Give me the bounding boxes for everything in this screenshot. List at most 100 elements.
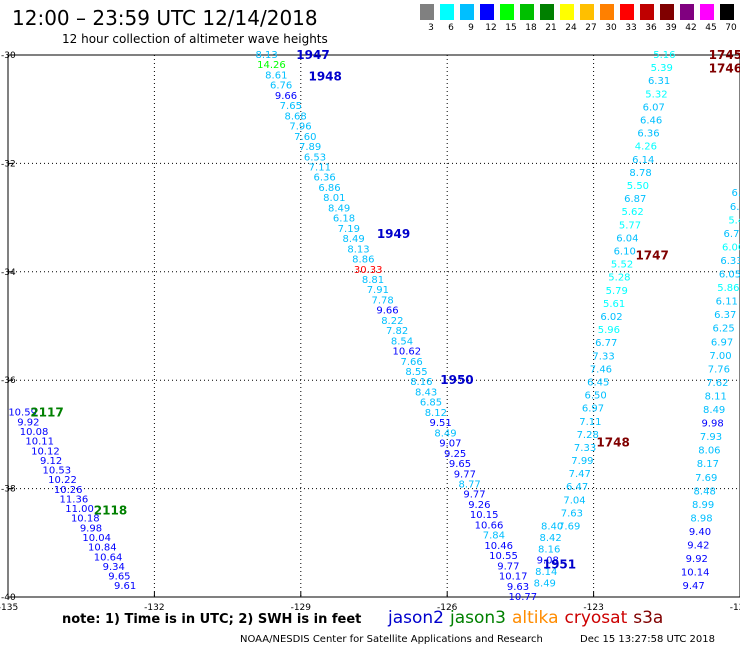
data-point-label: 5.77 <box>619 220 641 231</box>
data-point-label: 7.19 <box>338 224 360 235</box>
color-label: 36 <box>645 23 657 33</box>
color-swatch <box>720 4 734 20</box>
data-point-label: 6.97 <box>582 404 604 415</box>
data-point-label: 8.49 <box>328 203 350 214</box>
data-point-label: 8.77 <box>459 480 481 491</box>
data-point-label: 10.84 <box>88 543 117 554</box>
data-point-label: 8.14 <box>535 567 557 578</box>
data-point-label: 6.37 <box>714 310 736 321</box>
data-point-label: 7.33 <box>592 351 614 362</box>
data-point-label: 11.00 <box>65 504 94 515</box>
data-point-label: 6.31 <box>648 76 670 87</box>
data-point-label: 7.63 <box>561 508 583 519</box>
data-point-label: 9.40 <box>689 527 711 538</box>
data-point-label: 6.53 <box>304 152 326 163</box>
data-point-label: 8.68 <box>285 111 307 122</box>
data-point-label: 6.05 <box>719 270 740 281</box>
data-point-label: 5.16 <box>653 50 675 61</box>
data-point-label: 7.11 <box>309 162 331 173</box>
color-label: 6 <box>448 23 454 33</box>
data-point-label: 8.86 <box>352 255 374 266</box>
data-point-label: 10.15 <box>470 510 499 521</box>
color-label: 21 <box>545 23 557 33</box>
time-label: 1948 <box>308 70 341 84</box>
data-point-label: 7.89 <box>299 142 321 153</box>
data-point-label: 6.76 <box>270 81 292 92</box>
data-point-label: 7.84 <box>483 531 505 542</box>
time-label: 2117 <box>30 406 63 420</box>
data-point-label: 14.26 <box>257 60 286 71</box>
data-point-label: 7.00 <box>709 351 731 362</box>
data-point-label: 6.11 <box>716 297 738 308</box>
data-point-label: 6.86 <box>318 183 340 194</box>
data-point-label: 8.17 <box>697 459 719 470</box>
data-point-label: 8.16 <box>410 377 432 388</box>
data-point-label: 7.82 <box>386 326 408 337</box>
data-point-label: 11.36 <box>60 494 89 505</box>
data-point-label: 7.28 <box>577 430 599 441</box>
data-point-label: 5.61 <box>603 299 625 310</box>
data-point-label: 6.74 <box>724 229 740 240</box>
data-point-label: 6.36 <box>637 129 659 140</box>
data-point-label: 8.16 <box>538 544 560 555</box>
data-point-label: 5.4 <box>728 215 740 226</box>
data-point-label: 7.69 <box>558 522 580 533</box>
data-point-label: 8.11 <box>705 391 727 402</box>
data-point-label: 6.47 <box>566 482 588 493</box>
x-tick-label: -132 <box>144 603 164 613</box>
legend-entry: altika <box>512 608 559 628</box>
color-label: 3 <box>428 23 434 33</box>
data-point-label: 9.47 <box>683 581 705 592</box>
time-label: 1949 <box>377 227 410 241</box>
data-point-label: 10.62 <box>393 347 422 358</box>
data-point-label: 6.00 <box>722 242 740 253</box>
data-point-label: 7.04 <box>563 495 585 506</box>
data-point-label: 30.33 <box>354 265 383 276</box>
data-point-label: 6.77 <box>595 338 617 349</box>
x-tick-label: -120 <box>730 603 740 613</box>
data-point-label: 6.07 <box>643 102 665 113</box>
footnote: note: 1) Time is in UTC; 2) SWH is in fe… <box>62 612 362 627</box>
data-point-label: 10.59 <box>8 408 37 419</box>
data-point-label: 5.32 <box>645 89 667 100</box>
data-point-label: 8.01 <box>323 193 345 204</box>
data-point-label: 8.78 <box>629 168 651 179</box>
data-point-label: 7.66 <box>401 357 423 368</box>
data-point-label: 6.50 <box>585 391 607 402</box>
color-swatch <box>560 4 574 20</box>
data-point-label: 8.22 <box>381 316 403 327</box>
legend-entry: jason2 <box>388 608 444 628</box>
color-swatch <box>660 4 674 20</box>
data-point-label: 6.45 <box>587 377 609 388</box>
data-point-label: 9.42 <box>687 541 709 552</box>
y-tick-label: -36 <box>1 376 16 386</box>
color-swatch <box>580 4 594 20</box>
color-swatch <box>520 4 534 20</box>
data-point-label: 10.04 <box>82 533 111 544</box>
data-point-label: 7.93 <box>700 432 722 443</box>
data-point-label: 9.63 <box>507 582 529 593</box>
time-label: 2118 <box>94 503 127 517</box>
data-point-label: 8.48 <box>694 486 716 497</box>
data-point-label: 9.25 <box>444 449 466 460</box>
y-tick-label: -34 <box>1 268 16 278</box>
y-tick-label: -38 <box>1 485 16 495</box>
data-point-label: 4.26 <box>635 142 657 153</box>
color-swatch <box>500 4 514 20</box>
data-point-label: 9.77 <box>463 490 485 501</box>
timestamp-text: Dec 15 13:27:58 UTC 2018 <box>580 634 715 645</box>
data-point-label: 9.98 <box>701 419 723 430</box>
data-point-label: 8.81 <box>362 275 384 286</box>
legend-entry: cryosat <box>564 608 628 628</box>
y-tick-label: -30 <box>1 51 16 61</box>
color-swatch <box>420 4 434 20</box>
data-point-label: 9.66 <box>376 306 398 317</box>
data-point-label: 10.53 <box>42 466 71 477</box>
data-point-label: 7.99 <box>571 456 593 467</box>
data-point-label: 6.14 <box>632 155 654 166</box>
data-point-label: 6.87 <box>624 194 646 205</box>
data-point-label: 7.47 <box>569 469 591 480</box>
data-point-label: 10.77 <box>509 592 538 603</box>
data-point-label: 9.77 <box>454 469 476 480</box>
